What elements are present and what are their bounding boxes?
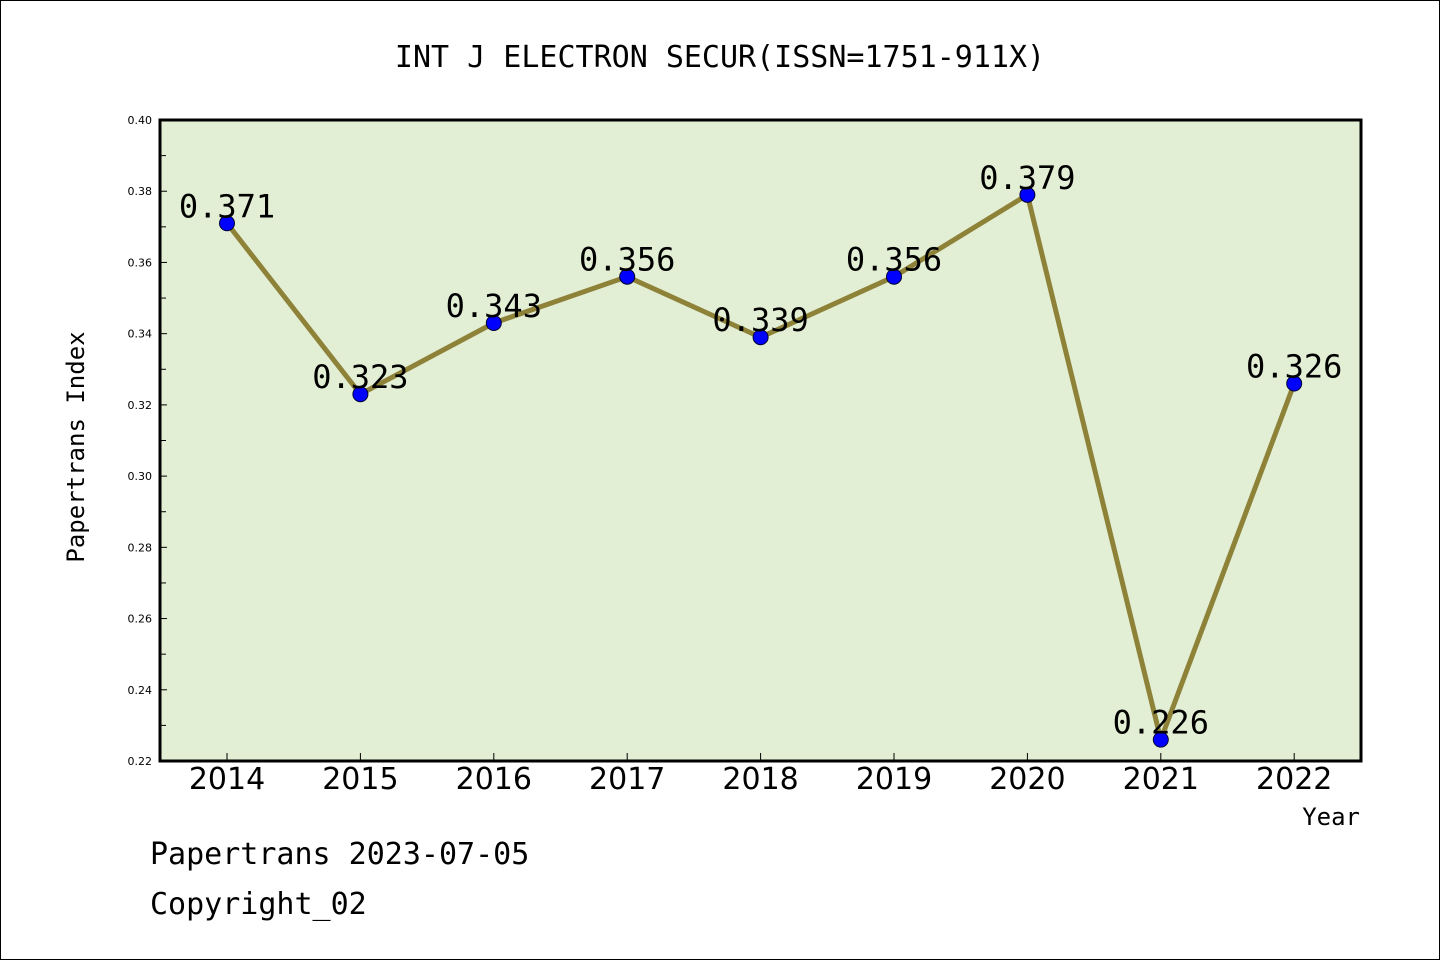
y-tick-label: 0.40 (128, 114, 153, 127)
y-axis-ticks: 0.22 0.24 0.26 0.28 0.30 0.32 0.34 0.36 0.38 0.40 (128, 114, 167, 768)
data-point-label: 0.356 (579, 241, 675, 279)
x-tick-label: 2014 (189, 762, 265, 797)
series-markers (219, 186, 1303, 748)
data-point-label: 0.226 (1113, 704, 1209, 742)
plot-area (158, 118, 1363, 763)
x-tick-label: 2018 (722, 762, 798, 797)
data-point-label: 0.343 (446, 287, 542, 325)
data-point-marker (1019, 186, 1036, 203)
x-tick-label: 2017 (589, 762, 665, 797)
data-point-marker (1152, 731, 1169, 748)
y-tick-label: 0.24 (128, 684, 153, 697)
data-point-marker (1286, 375, 1303, 392)
y-tick-label: 0.34 (128, 328, 153, 341)
x-axis-ticks: 2014 2015 2016 2017 2018 2019 2020 2021 2022 (189, 753, 1332, 797)
data-point-label: 0.379 (979, 159, 1075, 197)
data-point-marker (886, 268, 902, 285)
y-tick-label: 0.26 (128, 613, 153, 626)
y-tick-label: 0.38 (128, 185, 153, 198)
y-axis-label: Papertrans Index (62, 331, 90, 562)
y-tick-label: 0.32 (128, 399, 153, 412)
x-tick-label: 2020 (989, 762, 1065, 797)
data-point-label: 0.326 (1246, 348, 1342, 386)
data-point-marker (752, 329, 769, 346)
data-point-label: 0.371 (179, 187, 275, 225)
x-tick-label: 2021 (1123, 762, 1199, 797)
footer-copyright: Copyright_02 (150, 887, 367, 922)
x-tick-label: 2022 (1256, 762, 1332, 797)
data-point-label: 0.339 (712, 301, 808, 339)
data-point-label: 0.356 (846, 241, 942, 279)
data-point-marker (219, 215, 235, 232)
data-point-marker (619, 268, 636, 285)
y-tick-label: 0.28 (128, 541, 153, 554)
data-point-marker (485, 314, 502, 331)
x-axis-label: Year (1302, 803, 1360, 831)
data-point-label: 0.323 (312, 358, 408, 396)
y-minor-ticks (160, 155, 166, 726)
x-tick-label: 2019 (856, 762, 932, 797)
chart-title: INT J ELECTRON SECUR(ISSN=1751-911X) (395, 40, 1045, 75)
x-tick-label: 2015 (322, 762, 398, 797)
data-labels: 0.371 0.323 0.343 0.356 0.339 0.356 0.379 0.226… (179, 159, 1343, 742)
footer-source: Papertrans 2023-07-05 (150, 837, 529, 872)
data-point-marker (352, 386, 369, 403)
y-tick-label: 0.30 (128, 470, 153, 483)
y-tick-label: 0.22 (128, 755, 153, 768)
x-tick-label: 2016 (456, 762, 532, 797)
y-tick-label: 0.36 (128, 256, 153, 269)
